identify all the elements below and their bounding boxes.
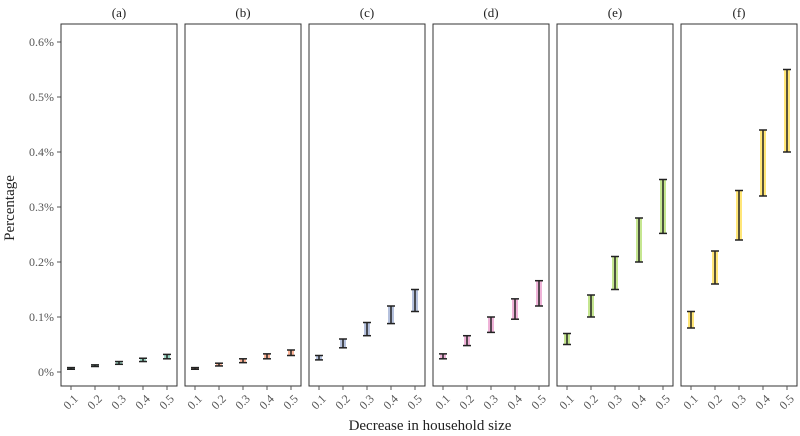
x-tick-label: 0.2: [208, 392, 229, 413]
x-tick-label: 0.4: [752, 392, 773, 413]
x-tick-label: 0.1: [556, 392, 577, 413]
x-tick-label: 0.1: [308, 392, 329, 413]
x-tick-label: 0.2: [456, 392, 477, 413]
x-tick-label: 0.5: [280, 392, 301, 413]
x-tick-label: 0.2: [332, 392, 353, 413]
panel: (e) 0.1 0.2 0.3 0.4 0.5: [556, 5, 674, 413]
x-tick-label: 0.5: [652, 392, 673, 413]
x-tick-label: 0.4: [380, 392, 401, 413]
x-tick-label: 0.5: [776, 392, 797, 413]
panel: (c) 0.1 0.2 0.3 0.4 0.5: [308, 5, 426, 413]
x-tick-label: 0.2: [704, 392, 725, 413]
x-tick-label: 0.5: [404, 392, 425, 413]
x-tick-label: 0.4: [256, 392, 277, 413]
panel-title: (b): [235, 5, 250, 20]
x-tick-label: 0.5: [156, 392, 177, 413]
y-tick-label: 0.6%: [29, 35, 54, 49]
x-tick-label: 0.1: [680, 392, 701, 413]
x-tick-label: 0.3: [108, 392, 129, 413]
y-tick-label: 0.1%: [29, 310, 54, 324]
x-tick-label: 0.3: [728, 392, 749, 413]
x-tick-label: 0.1: [60, 392, 81, 413]
panel-frame: [184, 23, 302, 387]
panel-title: (f): [733, 5, 746, 20]
panel-frame: [556, 23, 674, 387]
panel-title: (d): [483, 5, 498, 20]
x-tick-label: 0.4: [504, 392, 525, 413]
x-tick-label: 0.3: [604, 392, 625, 413]
y-tick-label: 0.3%: [29, 200, 54, 214]
x-tick-label: 0.3: [356, 392, 377, 413]
x-tick-label: 0.2: [84, 392, 105, 413]
x-axis-title: Decrease in household size: [349, 418, 512, 434]
y-tick-label: 0.2%: [29, 255, 54, 269]
panel: (d) 0.1 0.2 0.3 0.4 0.5: [432, 5, 550, 413]
panel: (a) 0.1 0.2 0.3 0.4 0.5: [60, 5, 178, 413]
y-tick-label: 0.5%: [29, 90, 54, 104]
x-tick-label: 0.5: [528, 392, 549, 413]
x-tick-label: 0.3: [480, 392, 501, 413]
x-tick-label: 0.1: [184, 392, 205, 413]
panel-title: (a): [112, 5, 126, 20]
x-tick-label: 0.4: [628, 392, 649, 413]
panel-frame: [60, 23, 178, 387]
x-tick-label: 0.4: [132, 392, 153, 413]
panel: (f) 0.1 0.2 0.3 0.4 0.5: [680, 5, 798, 413]
panel-title: (c): [360, 5, 374, 20]
x-tick-label: 0.3: [232, 392, 253, 413]
panel: (b) 0.1 0.2 0.3 0.4 0.5: [184, 5, 302, 413]
y-axis-title: Percentage: [2, 175, 18, 241]
y-axis: 0% 0.1% 0.2% 0.3% 0.4% 0.5% 0.6%: [29, 35, 61, 379]
panels: (a)0.1 0.2 0.3 0.4 0.5(b)0.1 0.2 0.3 0.4 0.5(c)0…: [60, 5, 798, 413]
y-tick-label: 0.4%: [29, 145, 54, 159]
panel-title: (e): [608, 5, 622, 20]
x-tick-label: 0.1: [432, 392, 453, 413]
y-tick-label: 0%: [38, 365, 54, 379]
x-tick-label: 0.2: [580, 392, 601, 413]
